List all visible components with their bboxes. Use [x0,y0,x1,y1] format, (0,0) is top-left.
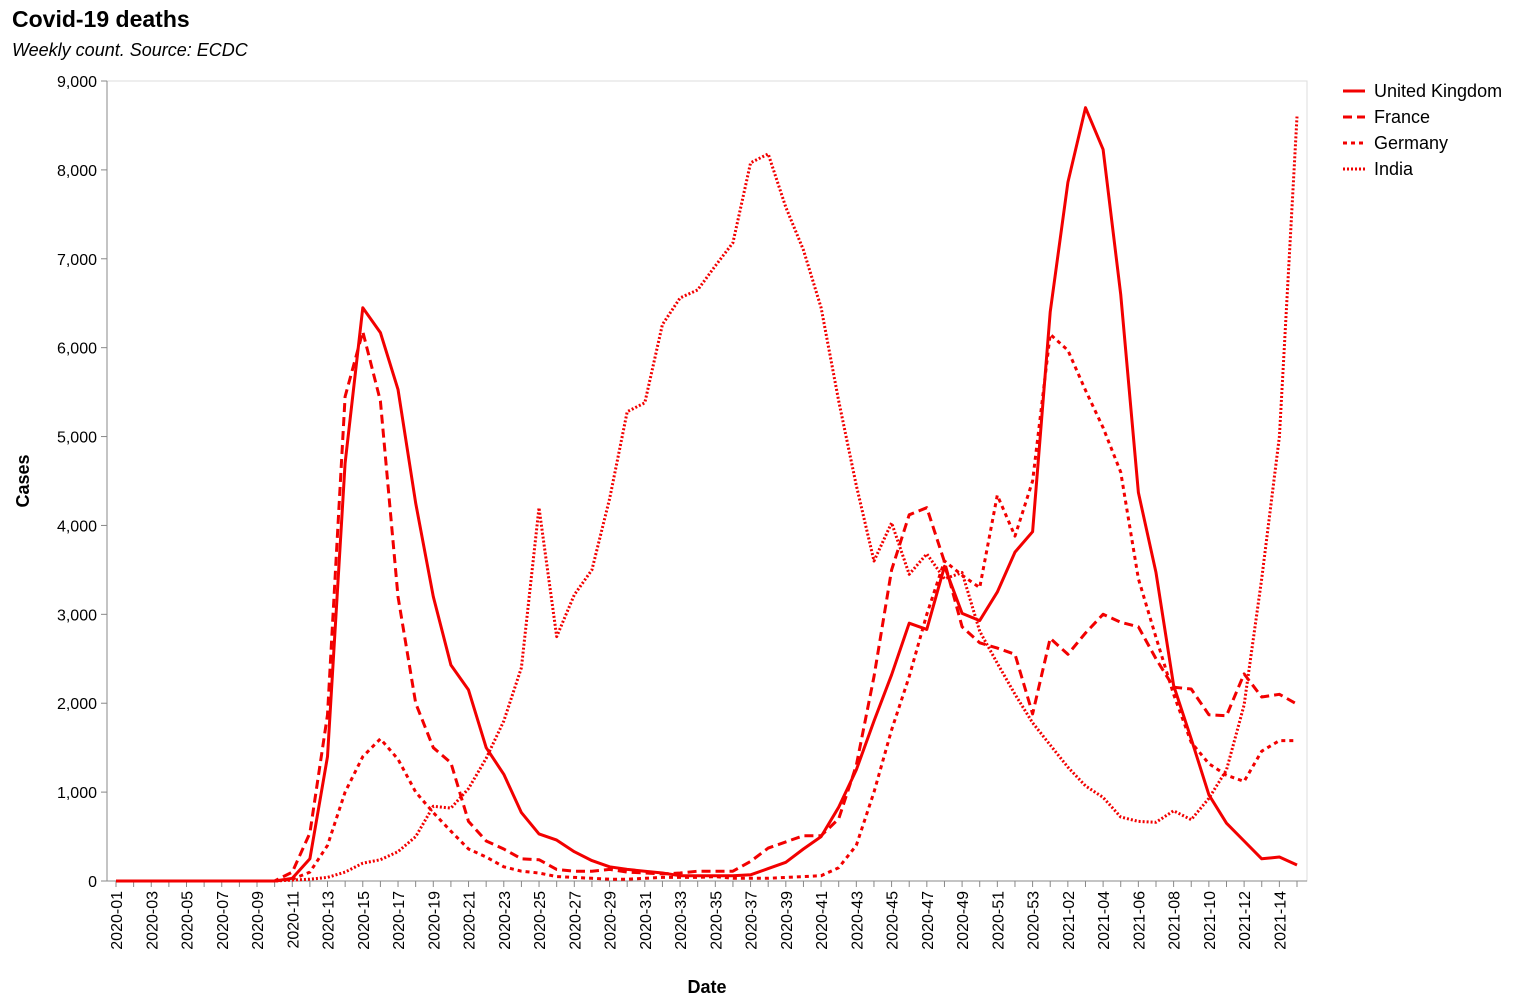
legend-label: India [1374,159,1414,179]
x-tick-label: 2020-27 [567,891,584,950]
x-tick-label: 2020-21 [462,891,479,950]
x-tick-label: 2020-41 [814,891,831,950]
x-tick-label: 2020-19 [426,891,443,950]
x-tick-label: 2020-43 [849,891,866,950]
x-tick-label: 2021-02 [1061,891,1078,950]
x-tick-label: 2021-12 [1237,891,1254,950]
x-axis-title: Date [687,977,726,997]
x-tick-label: 2020-09 [250,891,267,950]
x-tick-label: 2021-04 [1096,891,1113,950]
series-lines [116,106,1299,883]
x-tick-label: 2020-17 [391,891,408,950]
series-line-united-kingdom [116,106,1298,883]
y-tick-label: 2,000 [57,696,97,713]
x-tick-label: 2020-39 [779,891,796,950]
x-tick-label: 2021-10 [1202,891,1219,950]
x-tick-label: 2020-37 [744,891,761,950]
x-tick-label: 2020-07 [215,891,232,950]
x-tick-label: 2020-53 [1026,891,1043,950]
x-axis: 2020-01 2020-03 2020-05 2020-07 2020-09 2020-… [109,881,1298,950]
x-tick-label: 2020-13 [321,891,338,950]
x-tick-label: 2020-51 [990,891,1007,950]
x-tick-label: 2020-23 [497,891,514,950]
plot-frame [106,80,1308,882]
series-line-germany [116,332,1297,883]
x-tick-label: 2021-14 [1272,891,1289,950]
x-tick-label: 2020-31 [638,891,655,950]
y-tick-label: 0 [88,874,97,891]
plot-border [106,80,1308,882]
y-tick-label: 5,000 [57,430,97,447]
x-tick-label: 2020-45 [885,891,902,950]
chart-title: Covid-19 deaths [12,6,190,32]
y-tick-label: 4,000 [57,518,97,535]
y-tick-label: 7,000 [57,252,97,269]
x-tick-label: 2020-05 [180,891,197,950]
y-tick-label: 3,000 [57,607,97,624]
y-tick-label: 1,000 [57,785,97,802]
x-tick-label: 2021-08 [1167,891,1184,950]
series-line-india [116,116,1299,883]
x-tick-label: 2020-47 [920,891,937,950]
chart-subtitle: Weekly count. Source: ECDC [12,40,248,60]
x-tick-label: 2020-03 [144,891,161,950]
y-tick-label: 8,000 [57,163,97,180]
y-tick-label: 6,000 [57,341,97,358]
legend-label: France [1374,107,1430,127]
x-tick-label: 2020-29 [603,891,620,950]
y-axis-title: Cases [13,454,33,507]
y-tick-label: 9,000 [57,74,97,91]
x-tick-label: 2020-35 [708,891,725,950]
y-axis: 0 1,000 2,000 3,000 4,000 5,000 6,000 7,000 8,00… [57,74,107,891]
legend: United Kingdom France Germany India [1343,81,1502,179]
x-tick-label: 2020-49 [955,891,972,950]
series-line-france [116,330,1298,883]
x-tick-label: 2020-25 [532,891,549,950]
x-tick-label: 2020-15 [356,891,373,950]
x-tick-label: 2020-11 [285,891,302,949]
x-tick-label: 2021-06 [1131,891,1148,950]
x-tick-label: 2020-33 [673,891,690,950]
x-tick-label: 2020-01 [109,891,126,950]
legend-label: United Kingdom [1374,81,1502,101]
legend-label: Germany [1374,133,1448,153]
